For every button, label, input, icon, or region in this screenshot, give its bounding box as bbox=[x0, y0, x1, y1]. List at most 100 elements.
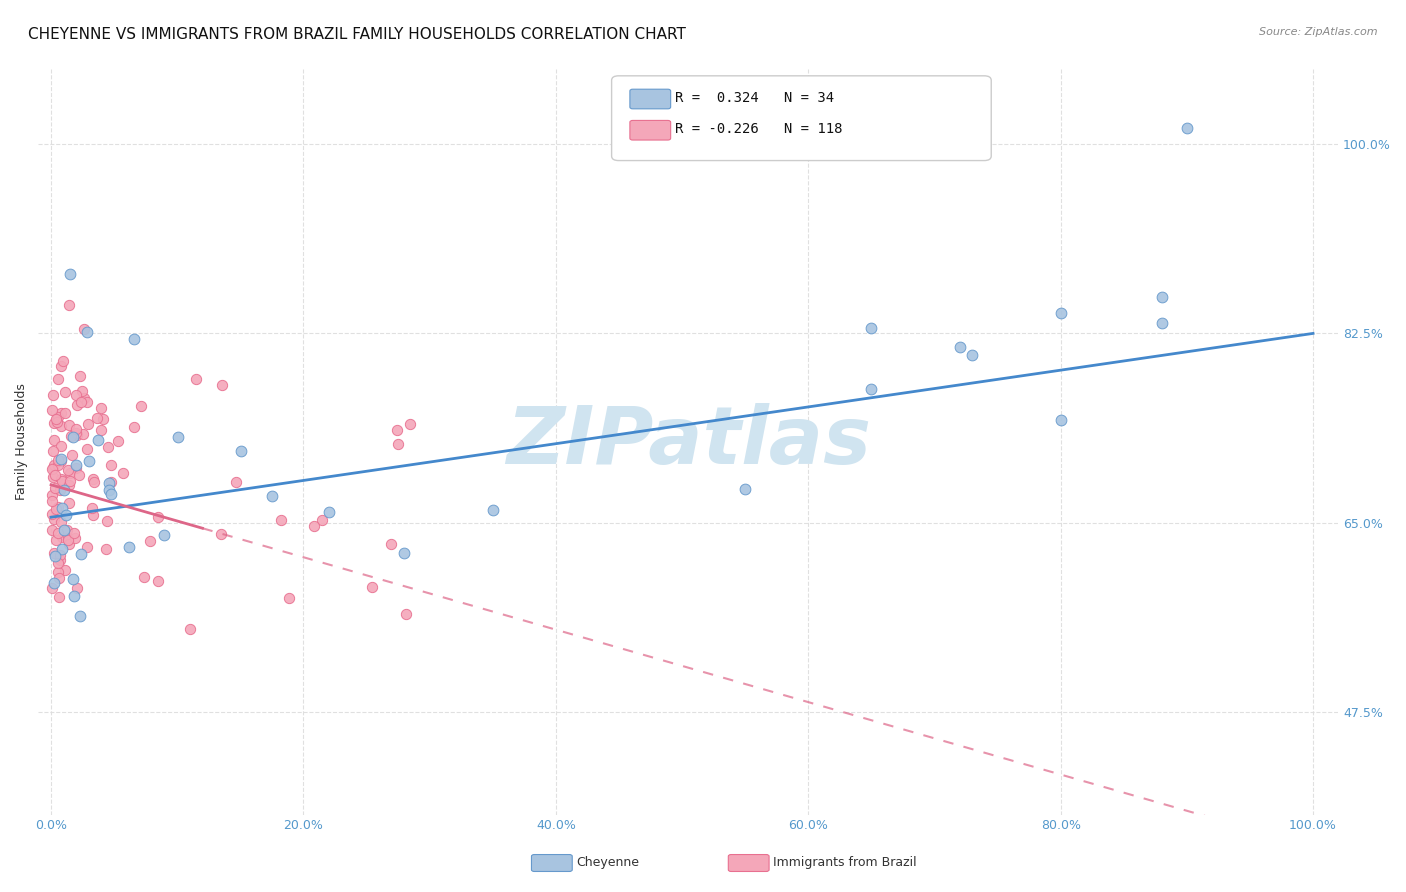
Point bbox=[225, 475, 247, 489]
Point bbox=[65, 398, 87, 412]
Point bbox=[42, 416, 65, 430]
Point bbox=[46, 565, 69, 579]
Point bbox=[302, 519, 325, 533]
Point bbox=[42, 458, 65, 472]
Point bbox=[97, 440, 120, 454]
Point bbox=[100, 458, 122, 472]
Point bbox=[42, 576, 65, 591]
Point bbox=[52, 354, 75, 368]
Point bbox=[91, 412, 114, 426]
Point bbox=[184, 372, 207, 386]
Point bbox=[46, 372, 69, 386]
Point bbox=[65, 461, 87, 475]
Point bbox=[58, 477, 80, 491]
Point bbox=[122, 332, 145, 346]
Point bbox=[41, 581, 63, 595]
Point bbox=[53, 406, 76, 420]
Point bbox=[45, 533, 67, 548]
Point bbox=[44, 467, 66, 482]
Point bbox=[44, 481, 66, 495]
Point bbox=[211, 377, 233, 392]
Point bbox=[69, 547, 91, 561]
Point bbox=[132, 570, 155, 584]
Point bbox=[1150, 290, 1173, 304]
Point bbox=[49, 515, 72, 529]
Point bbox=[48, 590, 70, 604]
Point bbox=[49, 406, 72, 420]
Point bbox=[59, 267, 82, 281]
Point bbox=[139, 534, 162, 549]
Point bbox=[46, 525, 69, 540]
Point bbox=[49, 472, 72, 486]
Point bbox=[98, 483, 121, 497]
Point bbox=[44, 549, 66, 563]
Point bbox=[167, 430, 190, 444]
Point bbox=[66, 581, 89, 595]
Point bbox=[48, 571, 70, 585]
Point bbox=[112, 467, 135, 481]
Point bbox=[69, 394, 91, 409]
Point bbox=[45, 502, 67, 516]
Point bbox=[49, 359, 72, 374]
Point bbox=[41, 488, 63, 502]
Point bbox=[49, 439, 72, 453]
Point bbox=[394, 546, 416, 560]
Point bbox=[53, 384, 76, 399]
Point bbox=[361, 580, 384, 594]
Point bbox=[53, 563, 76, 577]
Point bbox=[41, 494, 63, 508]
Point bbox=[46, 415, 69, 429]
Y-axis label: Family Households: Family Households bbox=[15, 383, 28, 500]
Point bbox=[229, 443, 252, 458]
Point bbox=[122, 420, 145, 434]
Point bbox=[49, 451, 72, 466]
Point bbox=[146, 574, 169, 588]
Point bbox=[73, 322, 96, 336]
Point bbox=[51, 418, 73, 433]
Point bbox=[46, 500, 69, 515]
Point bbox=[278, 591, 301, 605]
Text: Source: ZipAtlas.com: Source: ZipAtlas.com bbox=[1260, 27, 1378, 37]
Point bbox=[44, 433, 66, 447]
Point bbox=[100, 487, 122, 501]
Point bbox=[45, 411, 67, 425]
Point bbox=[82, 472, 104, 486]
Point bbox=[860, 382, 883, 396]
Point bbox=[65, 458, 87, 472]
Point bbox=[58, 418, 80, 433]
Text: Immigrants from Brazil: Immigrants from Brazil bbox=[773, 856, 917, 869]
Point bbox=[86, 411, 108, 425]
Point bbox=[65, 422, 87, 436]
Point bbox=[62, 429, 84, 443]
Point bbox=[962, 348, 984, 362]
Point bbox=[42, 388, 65, 402]
Point bbox=[481, 503, 503, 517]
Point bbox=[129, 399, 152, 413]
Point bbox=[146, 509, 169, 524]
Point bbox=[262, 489, 284, 503]
Text: Cheyenne: Cheyenne bbox=[576, 856, 640, 869]
Point bbox=[100, 475, 122, 489]
Point bbox=[62, 525, 84, 540]
Point bbox=[49, 552, 72, 566]
Point bbox=[48, 458, 70, 473]
Point bbox=[398, 417, 420, 432]
Point bbox=[41, 403, 63, 417]
Point bbox=[51, 474, 73, 488]
Point bbox=[209, 527, 232, 541]
Point bbox=[73, 391, 96, 405]
Point bbox=[1049, 305, 1071, 319]
Point bbox=[94, 542, 117, 557]
Point bbox=[41, 523, 63, 537]
Point bbox=[58, 531, 80, 545]
Point bbox=[52, 523, 75, 537]
Point bbox=[59, 429, 82, 443]
Text: CHEYENNE VS IMMIGRANTS FROM BRAZIL FAMILY HOUSEHOLDS CORRELATION CHART: CHEYENNE VS IMMIGRANTS FROM BRAZIL FAMIL… bbox=[28, 27, 686, 42]
Point bbox=[46, 452, 69, 467]
Point bbox=[51, 500, 73, 515]
Point bbox=[179, 622, 201, 636]
Point bbox=[387, 423, 409, 437]
Point bbox=[56, 533, 79, 547]
Point bbox=[53, 476, 76, 491]
Point bbox=[152, 528, 174, 542]
